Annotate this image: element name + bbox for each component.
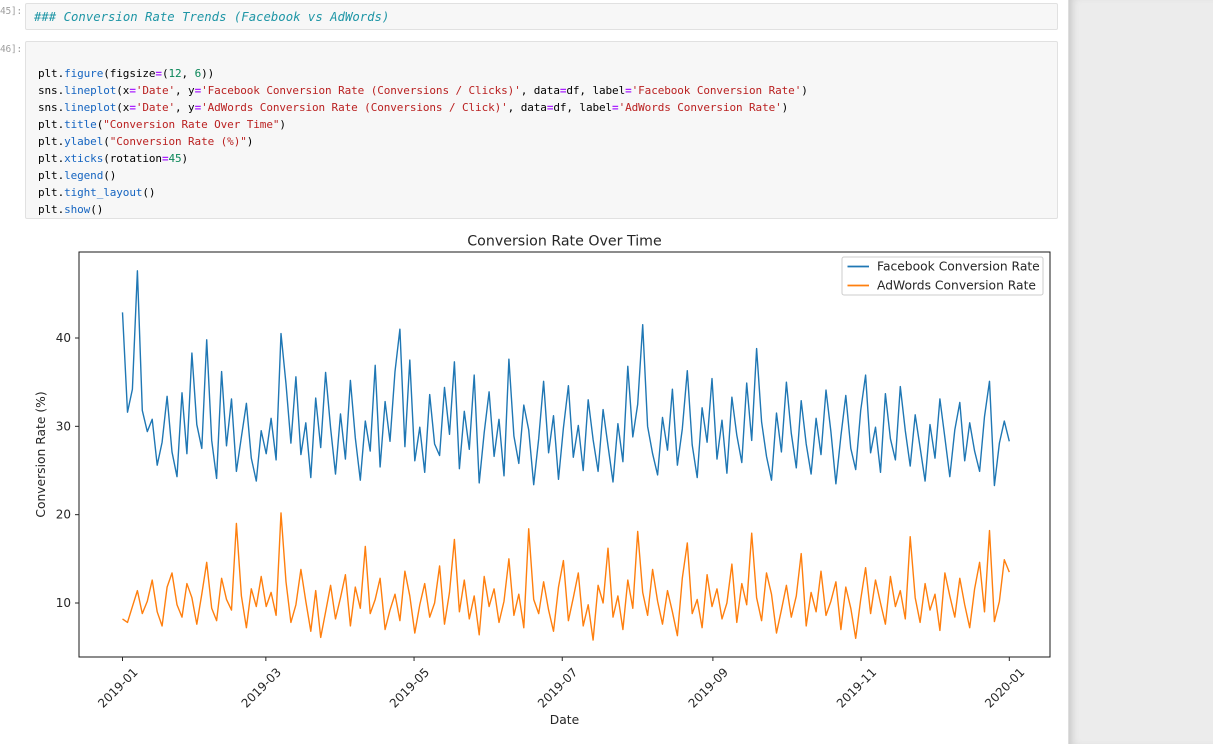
conversion-rate-chart: 2019-01 2019-03 2019-05 2019-07 2019-09 2019-… <box>34 234 1051 727</box>
legend-label-adwords: AdWords Conversion Rate <box>877 279 1036 293</box>
chart-output[interactable]: 2019-01 2019-03 2019-05 2019-07 2019-09 2019-… <box>30 228 1060 744</box>
markdown-source: ### Conversion Rate Trends (Facebook vs … <box>34 9 390 24</box>
code-line: sns.lineplot(x='Date', y='AdWords Conver… <box>38 101 789 114</box>
legend-label-facebook: Facebook Conversion Rate <box>877 260 1040 274</box>
x-tick-label: 2019-05 <box>387 665 432 710</box>
plot-area <box>78 251 1051 658</box>
x-tick-label: 2019-07 <box>535 665 580 710</box>
code-line: plt.tight_layout() <box>38 186 156 199</box>
y-tick-label: 20 <box>56 508 71 522</box>
y-tick-label: 30 <box>56 419 71 433</box>
code-cell[interactable]: plt.figure(figsize=(12, 6)) sns.lineplot(… <box>25 41 1058 219</box>
code-line: plt.show() <box>38 203 104 216</box>
window-background <box>1068 0 1213 744</box>
x-tick-label: 2020-01 <box>982 665 1027 710</box>
chart-title: Conversion Rate Over Time <box>467 234 661 250</box>
y-axis-label: Conversion Rate (%) <box>34 391 48 517</box>
x-tick-label: 2019-09 <box>686 665 731 710</box>
facebook-series-line <box>121 270 1010 487</box>
x-tick-label: 2019-03 <box>239 665 284 710</box>
legend-box <box>841 256 1044 296</box>
code-line: plt.title("Conversion Rate Over Time") <box>38 118 286 131</box>
code-line: plt.ylabel("Conversion Rate (%)") <box>38 135 254 148</box>
code-line: plt.legend() <box>38 169 117 182</box>
x-tick-label: 2019-01 <box>95 665 140 710</box>
y-tick-label: 10 <box>56 596 71 610</box>
adwords-series-line <box>122 512 1010 641</box>
code-line: sns.lineplot(x='Date', y='Facebook Conve… <box>38 84 808 97</box>
markdown-cell-prompt: 45]: <box>0 6 23 17</box>
x-tick-label: 2019-11 <box>834 665 879 710</box>
legend: Facebook Conversion Rate AdWords Convers… <box>841 256 1044 296</box>
x-axis-label: Date <box>550 713 579 727</box>
y-tick-label: 40 <box>56 331 71 345</box>
code-line <box>38 48 1045 65</box>
code-line: plt.xticks(rotation=45) <box>38 152 189 165</box>
markdown-cell[interactable]: ### Conversion Rate Trends (Facebook vs … <box>25 3 1058 30</box>
code-cell-prompt: 46]: <box>0 44 23 55</box>
code-line: plt.figure(figsize=(12, 6)) <box>38 67 215 80</box>
code-editor[interactable]: plt.figure(figsize=(12, 6)) sns.lineplot(… <box>38 48 1045 218</box>
